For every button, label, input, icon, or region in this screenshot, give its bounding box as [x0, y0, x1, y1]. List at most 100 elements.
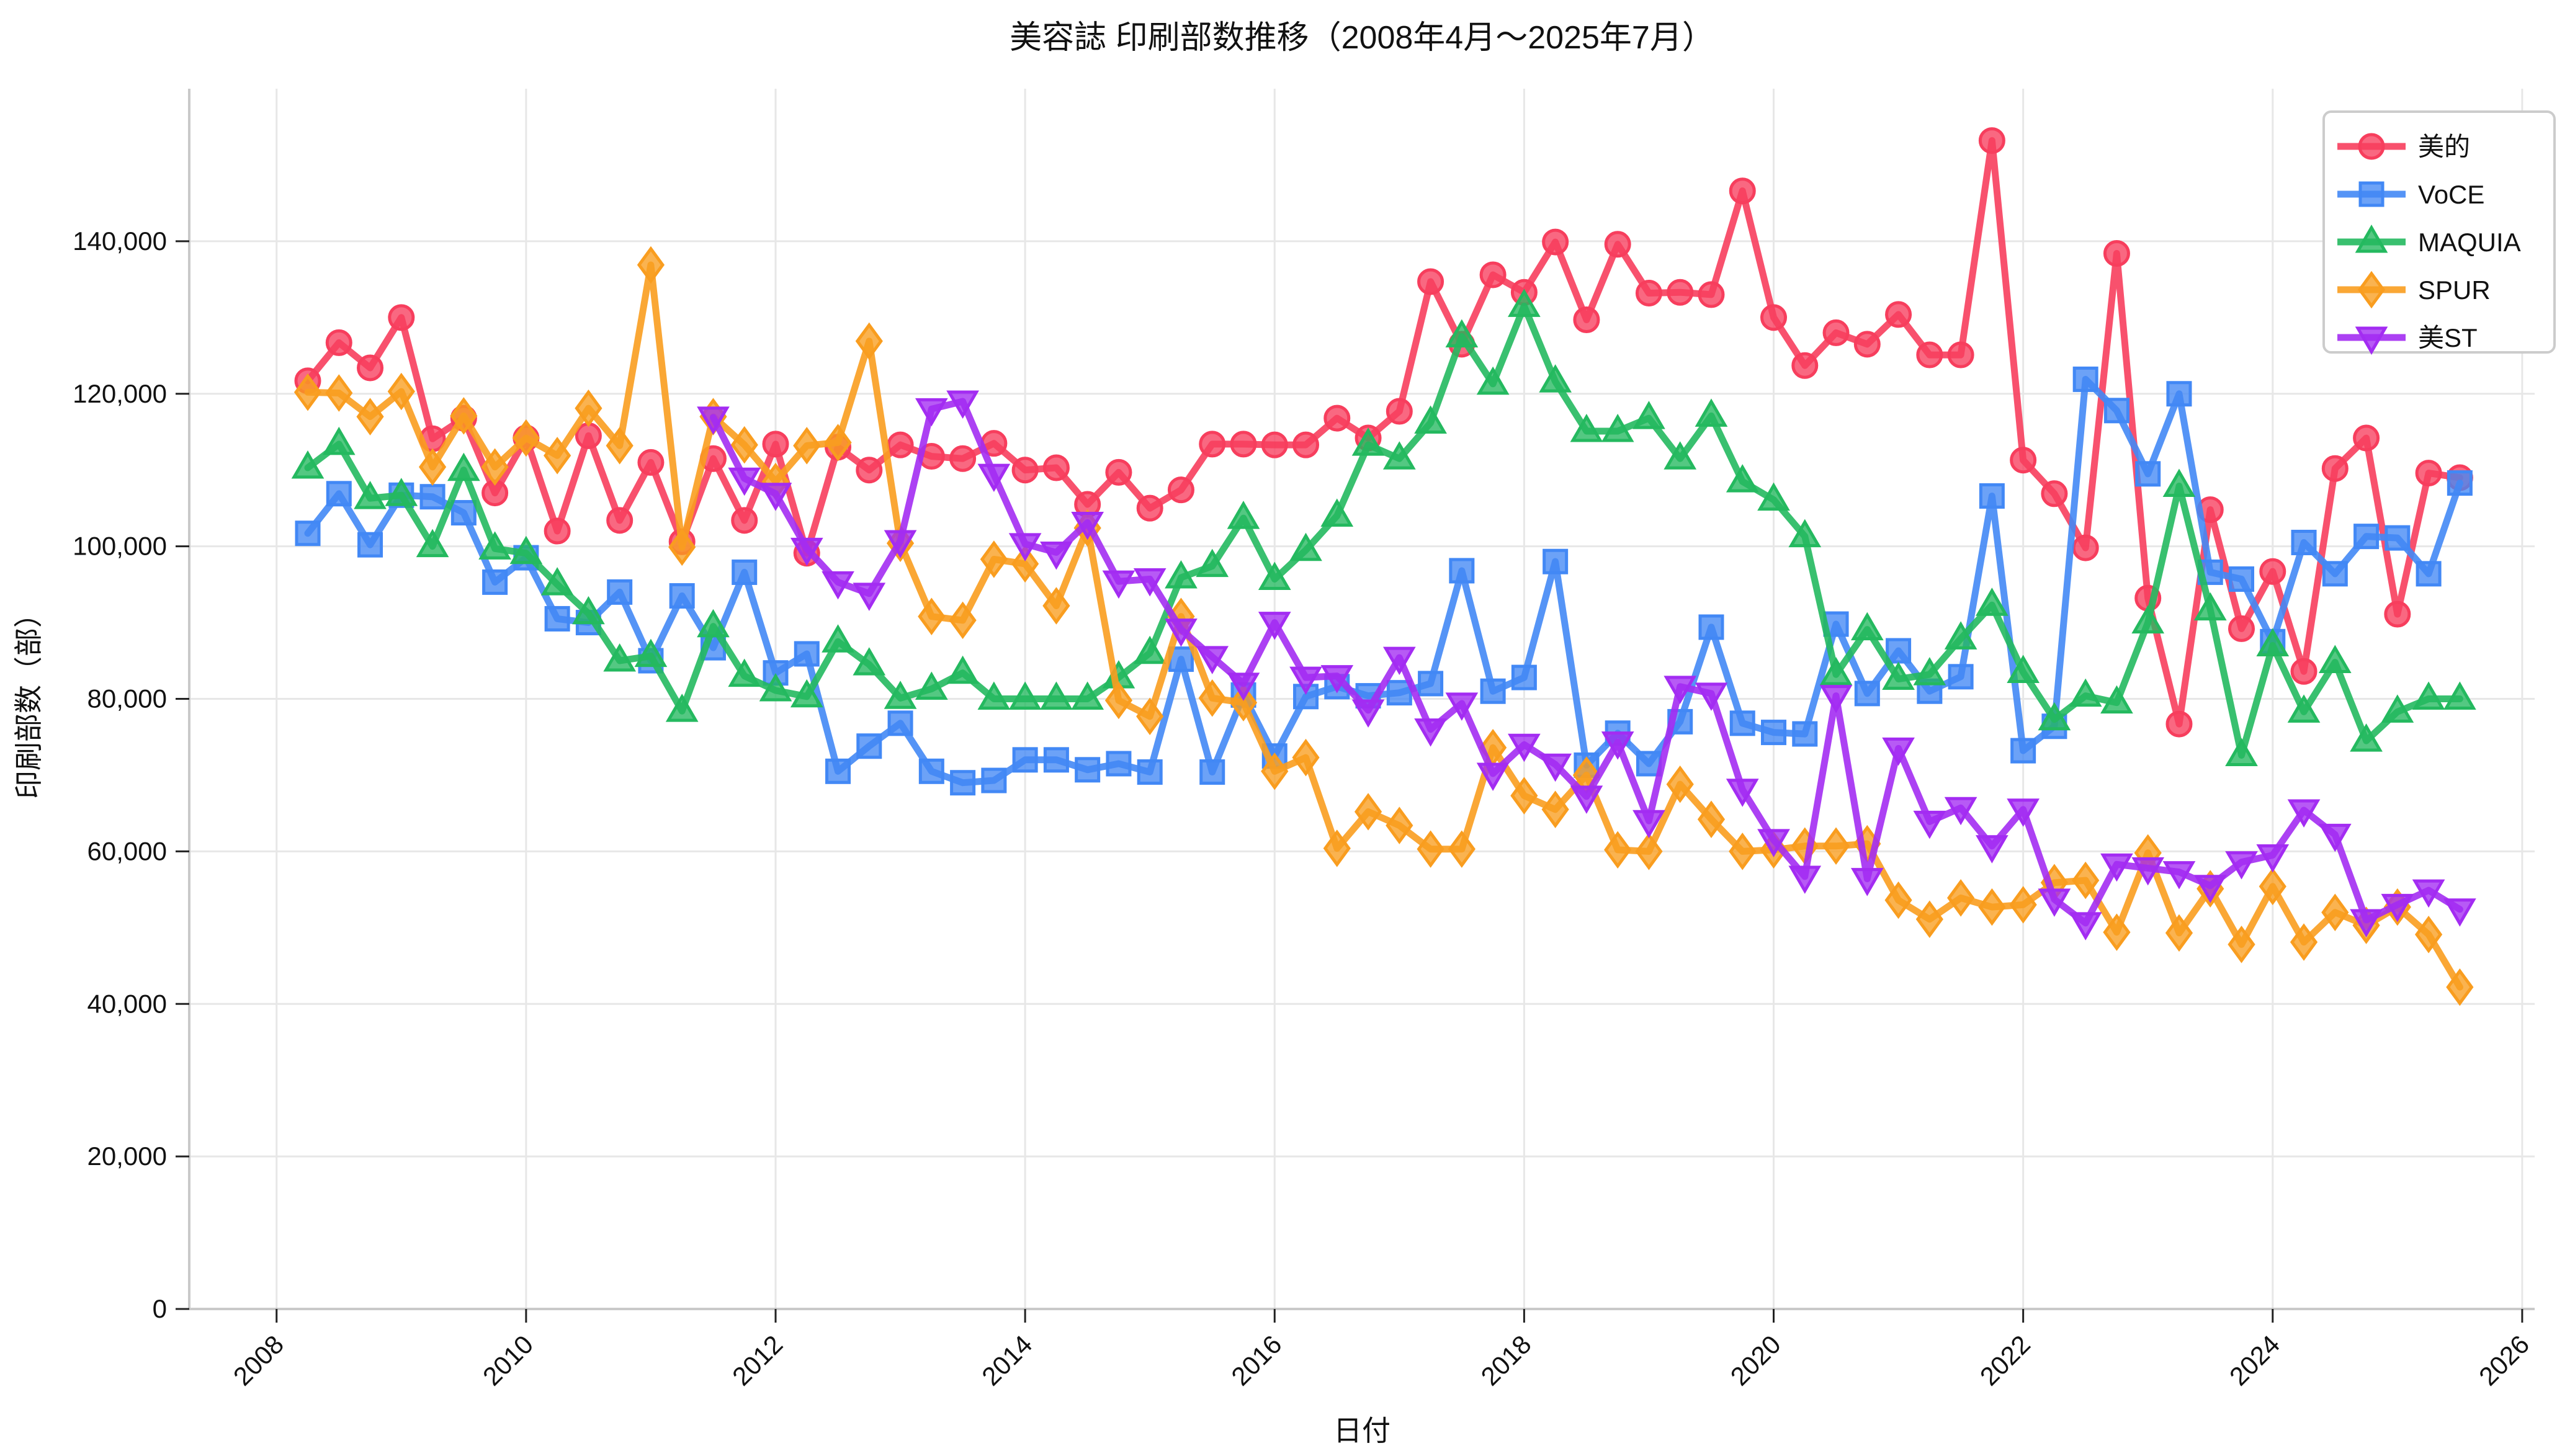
data-point-circle	[1136, 494, 1163, 522]
data-point-diamond	[1978, 888, 2006, 926]
y-tick-label: 0	[153, 1294, 167, 1323]
data-point-square	[2010, 738, 2036, 764]
data-point-circle	[1698, 281, 1725, 308]
data-point-triangle-up	[1289, 532, 1322, 561]
data-point-diamond	[1604, 831, 1632, 869]
x-tick-label: 2012	[727, 1329, 788, 1391]
data-point-triangle-up	[1664, 441, 1697, 470]
x-tick-label: 2014	[976, 1329, 1037, 1391]
data-point-square	[1543, 548, 1569, 574]
data-point-triangle-down	[1008, 533, 1042, 561]
data-point-square	[732, 559, 758, 585]
data-point-triangle-up	[2193, 592, 2227, 621]
data-point-diamond	[418, 448, 447, 486]
data-point-diamond	[1635, 833, 1663, 870]
x-tick-label: 2022	[1974, 1329, 2036, 1391]
data-point-square	[1199, 759, 1225, 785]
data-point-circle	[1011, 457, 1039, 484]
data-point-diamond	[356, 398, 384, 435]
data-point-triangle-up	[1040, 681, 1073, 710]
data-point-diamond	[1104, 681, 1133, 720]
data-point-triangle-up	[1133, 635, 1167, 664]
data-point-triangle-up	[946, 655, 979, 684]
data-point-circle	[1916, 341, 1943, 368]
data-point-triangle-down	[915, 398, 948, 427]
data-point-triangle-up	[915, 671, 948, 700]
y-tick-label: 100,000	[73, 532, 167, 561]
data-point-triangle-up	[1476, 366, 1510, 395]
series-line	[304, 137, 2463, 728]
chart-title: 美容誌 印刷部数推移（2008年4月～2025年7月）	[1010, 20, 1714, 56]
legend-item-SPUR[interactable]: SPUR	[2337, 270, 2491, 309]
data-point-triangle-down	[1133, 568, 1167, 597]
data-point-diamond	[2072, 861, 2100, 900]
data-point-triangle-up	[1944, 621, 1977, 650]
data-point-triangle-up	[1788, 519, 1822, 548]
data-point-square	[2385, 525, 2411, 551]
data-point-diamond	[1292, 738, 1320, 777]
data-point-triangle-down	[2355, 326, 2388, 355]
data-point-diamond	[637, 246, 665, 284]
data-point-triangle-down	[697, 406, 730, 435]
data-point-square	[1137, 759, 1163, 785]
legend-item-MAQUIA[interactable]: MAQUIA	[2337, 225, 2521, 257]
data-point-triangle-up	[1508, 288, 1541, 317]
data-point-triangle-down	[1445, 692, 1479, 721]
data-point-square	[794, 641, 820, 667]
data-point-diamond	[1510, 777, 1538, 815]
data-point-circle	[1978, 127, 2005, 154]
data-point-diamond	[2446, 968, 2474, 1006]
data-point-triangle-up	[1445, 319, 1479, 348]
data-point-circle	[762, 431, 789, 458]
data-point-square	[326, 481, 352, 507]
data-point-triangle-up	[2350, 723, 2383, 752]
data-point-square	[1729, 710, 1755, 736]
data-point-triangle-up	[822, 624, 854, 653]
data-point-triangle-up	[572, 596, 605, 625]
data-point-diamond	[980, 540, 1008, 578]
data-point-square	[2072, 366, 2098, 392]
data-point-triangle-down	[1913, 810, 1946, 839]
data-point-square	[825, 758, 851, 784]
data-point-triangle-up	[2069, 678, 2102, 707]
data-point-triangle-down	[1695, 682, 1728, 711]
data-point-circle	[2384, 601, 2411, 628]
data-point-diamond	[1729, 833, 1757, 870]
series-美ST	[697, 390, 2476, 940]
data-point-diamond	[2414, 916, 2443, 954]
data-point-square	[763, 660, 789, 686]
data-point-triangle-down	[2256, 844, 2290, 873]
data-point-circle	[1573, 306, 1600, 334]
data-point-circle	[1199, 431, 1226, 458]
data-point-triangle-up	[790, 679, 823, 708]
legend-item-美ST[interactable]: 美ST	[2337, 323, 2478, 355]
data-point-square	[2103, 398, 2129, 424]
data-point-triangle-up	[728, 658, 761, 687]
data-point-diamond	[544, 437, 571, 475]
data-point-square	[1636, 751, 1662, 777]
data-point-circle	[1885, 301, 1912, 328]
data-point-triangle-down	[2318, 823, 2352, 852]
data-point-triangle-down	[1757, 829, 1790, 857]
data-point-diamond	[793, 427, 821, 465]
data-point-diamond	[1198, 679, 1226, 717]
data-point-triangle-up	[1382, 441, 1416, 470]
legend-item-VoCE[interactable]: VoCE	[2337, 180, 2484, 209]
data-point-triangle-down	[2287, 799, 2321, 828]
data-point-diamond	[387, 372, 415, 411]
data-point-circle	[1791, 352, 1819, 379]
data-point-square	[2416, 561, 2442, 587]
data-point-triangle-up	[2355, 225, 2388, 253]
series-MAQUIA	[291, 288, 2476, 766]
data-point-triangle-up	[1539, 364, 1572, 393]
data-point-triangle-down	[1040, 541, 1073, 570]
data-point-circle	[1230, 431, 1257, 458]
legend-item-美的[interactable]: 美的	[2337, 132, 2470, 161]
data-point-triangle-up	[1850, 612, 1884, 641]
data-point-square	[950, 770, 976, 796]
data-point-diamond	[2165, 914, 2193, 952]
data-point-diamond	[2290, 923, 2318, 961]
data-point-triangle-down	[2007, 798, 2040, 827]
data-point-triangle-down	[1788, 865, 1822, 894]
